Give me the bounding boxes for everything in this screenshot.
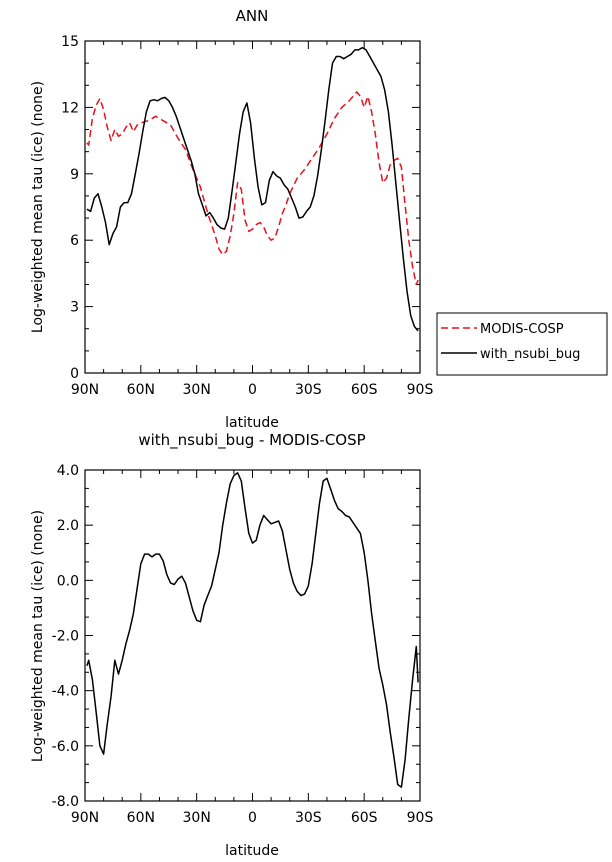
top-x-tick-labels: 90N 60N 30N 0 30S 60S 90S (71, 382, 434, 398)
top-chart: ANN 90N 60N 30N 0 30S 60S 90S 0 3 6 9 12 15 latitud… (30, 7, 608, 431)
top-chart-title: ANN (236, 7, 269, 25)
top-y-axis-label: Log-weighted mean tau (ice) (none) (30, 81, 46, 333)
top-y-tick-label: 9 (70, 167, 79, 183)
top-y-tick-label: 15 (61, 34, 79, 50)
bottom-x-tick-label: 90N (71, 810, 99, 826)
legend-box (436, 312, 608, 376)
bottom-chart-ticks (84, 469, 421, 802)
bottom-x-tick-label: 60S (351, 810, 378, 826)
top-series-with-nsubi-bug (86, 46, 419, 332)
top-x-tick-label: 90N (71, 382, 99, 398)
top-series-modis-cosp (86, 91, 419, 286)
legend: MODIS-COSP with_nsubi_bug (436, 312, 608, 376)
bottom-y-tick-label: -4.0 (52, 684, 79, 700)
top-y-tick-label: 0 (70, 366, 79, 382)
bottom-x-tick-label: 0 (248, 810, 257, 826)
bottom-y-tick-label: -2.0 (52, 629, 79, 645)
bottom-y-tick-label: 2.0 (57, 518, 79, 534)
top-plot-frame (84, 40, 421, 374)
bottom-x-tick-label: 30N (183, 810, 211, 826)
bottom-x-tick-label: 90S (407, 810, 434, 826)
top-chart-ticks (84, 40, 421, 374)
bottom-y-tick-label: 4.0 (57, 463, 79, 479)
top-x-axis-label: latitude (225, 415, 279, 431)
top-y-tick-labels: 0 3 6 9 12 15 (61, 34, 79, 382)
bottom-x-tick-label: 30S (295, 810, 322, 826)
legend-label-modis-cosp: MODIS-COSP (480, 322, 564, 337)
bottom-y-axis-label: Log-weighted mean tau (ice) (none) (30, 510, 46, 762)
top-chart-series (86, 46, 419, 332)
top-x-tick-label: 60N (127, 382, 155, 398)
top-y-tick-label: 6 (70, 233, 79, 249)
bottom-series-with-nsubi-bug-modis-cosp (86, 472, 419, 788)
bottom-y-tick-label: -6.0 (52, 739, 79, 755)
top-x-tick-label: 60S (351, 382, 378, 398)
top-y-tick-label: 12 (61, 100, 79, 116)
bottom-y-tick-label: 0.0 (57, 573, 79, 589)
legend-label-with-nsubi-bug: with_nsubi_bug (480, 347, 580, 362)
bottom-chart: with_nsubi_bug - MODIS-COSP 90N 60N 30N 0 30… (30, 431, 433, 859)
top-x-tick-label: 30N (183, 382, 211, 398)
bottom-y-tick-label: -8.0 (52, 794, 79, 810)
bottom-chart-title: with_nsubi_bug - MODIS-COSP (138, 431, 365, 450)
top-x-tick-label: 30S (295, 382, 322, 398)
top-x-tick-label: 0 (248, 382, 257, 398)
bottom-x-axis-label: latitude (225, 843, 279, 859)
bottom-chart-series (86, 472, 419, 788)
bottom-x-tick-labels: 90N 60N 30N 0 30S 60S 90S (71, 810, 434, 826)
bottom-plot-frame (84, 469, 421, 802)
top-x-tick-label: 90S (407, 382, 434, 398)
top-y-tick-label: 3 (70, 300, 79, 316)
bottom-x-tick-label: 60N (127, 810, 155, 826)
bottom-y-tick-labels: -8.0 -6.0 -4.0 -2.0 0.0 2.0 4.0 (52, 463, 79, 810)
